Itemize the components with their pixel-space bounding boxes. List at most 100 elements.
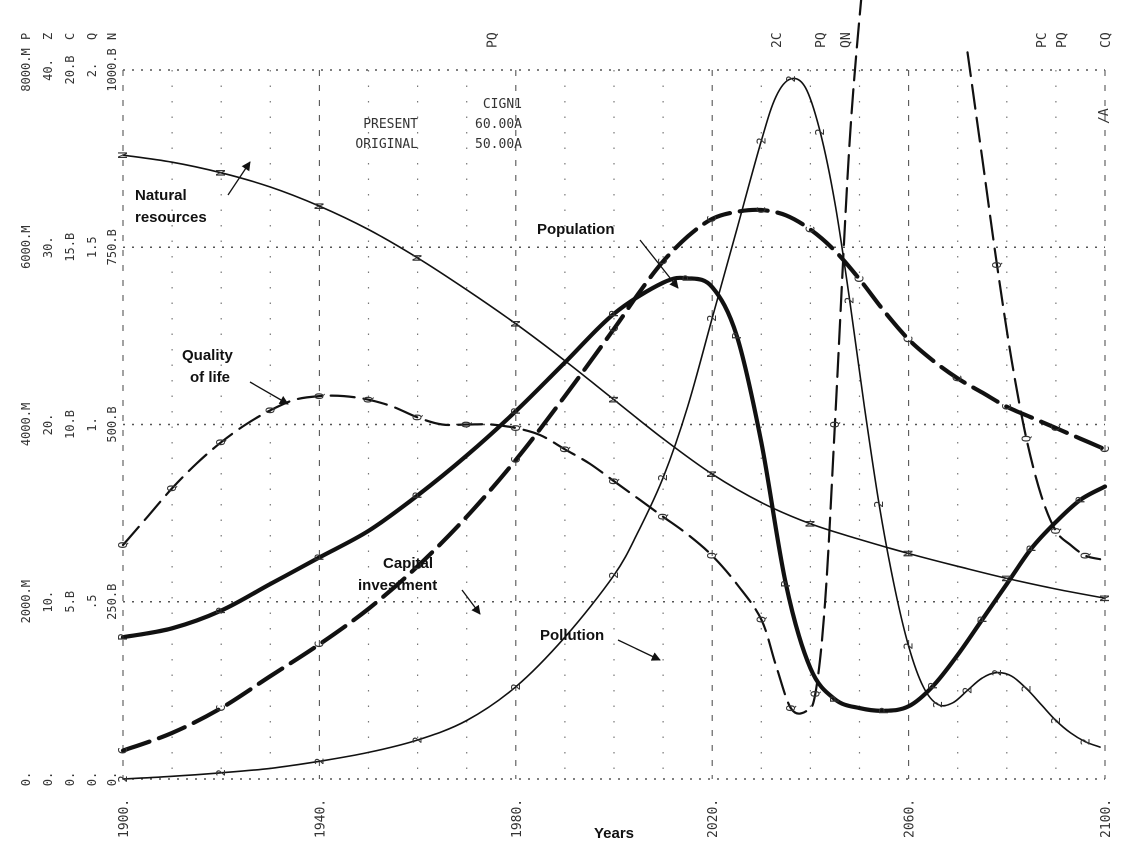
x-tick-label: 2020. <box>706 799 721 838</box>
series-point-marker: P <box>681 275 695 282</box>
y-tick-label: 1. <box>85 417 99 431</box>
annotation-capital-investment-line2: investment <box>358 577 437 594</box>
series-point-marker: N <box>803 520 817 527</box>
series-point-marker: Q <box>460 421 474 428</box>
y-tick-label: 20.B <box>63 56 77 85</box>
annotation-quality-of-life-arrow <box>249 381 289 405</box>
y-axis-unit-label: Q <box>85 33 99 40</box>
y-tick-label: 0. <box>19 772 33 786</box>
y-axis-unit-label: N <box>105 33 119 40</box>
series-point-marker: 2 <box>509 683 523 690</box>
annotation-population: Population <box>537 221 679 289</box>
y-tick-label: 30. <box>41 236 55 258</box>
series-point-marker: 2 <box>411 736 425 743</box>
series-point-marker: N <box>1098 595 1112 602</box>
series-point-marker: C <box>902 336 916 343</box>
series-point-marker: Q <box>784 704 798 711</box>
series-point-marker: P <box>975 616 989 623</box>
series-point-marker: C <box>853 276 867 283</box>
series-point-marker: 2 <box>961 687 975 694</box>
series-point-marker: P <box>926 682 940 689</box>
y-tick-label: 1.5 <box>85 236 99 258</box>
y-tick-label: 8000.M <box>19 48 33 91</box>
series-point-marker: Q <box>558 446 572 453</box>
top-marker: QN <box>839 32 854 48</box>
series-point-marker: C <box>607 325 621 332</box>
y-axis-ticks: 0. 2000.M 4000.M 6000.M 8000.M P 0. 10. 20. 30. 40… <box>19 33 119 786</box>
y-tick-label: 40. <box>41 59 55 81</box>
annotation-natural-resources-arrow <box>227 161 251 196</box>
annotation-quality-of-life-line1: Quality <box>182 347 234 364</box>
series-point-marker: 2 <box>813 128 827 135</box>
series-point-marker: C <box>1098 446 1112 453</box>
series-point-marker: N <box>509 320 523 327</box>
series-point-marker: Q <box>607 478 621 485</box>
series-point-marker: P <box>730 332 744 339</box>
y-tick-label: .5 <box>85 595 99 609</box>
series-markers: P P P P P P P P P P P P P P P N N N N N N N N N N N Q Q Q Q Q Q Q Q Q Q Q Q Q Q… <box>116 75 1112 782</box>
series-point-marker: P <box>1073 496 1087 503</box>
series-point-marker: P <box>116 634 130 641</box>
legend-present-value: 60.00A <box>475 117 522 132</box>
x-tick-label: 2060. <box>903 799 918 838</box>
series-point-marker: P <box>779 580 793 587</box>
series-point-marker: C <box>116 747 130 754</box>
series-point-marker: C <box>754 206 768 213</box>
series-point-marker: Q <box>312 393 326 400</box>
y-axis-unit-label: P <box>19 33 33 40</box>
annotation-capital-investment: Capital investment <box>358 555 481 615</box>
series-point-marker: P <box>312 554 326 561</box>
y-tick-label: 0. <box>63 772 77 786</box>
series-point-marker: Q <box>1049 527 1063 534</box>
series-point-marker: P <box>411 492 425 499</box>
annotation-pollution-arrow <box>617 639 661 661</box>
legend-box: CIGN1 PRESENT 60.00A ORIGINAL 50.00A <box>355 97 522 152</box>
series-point-marker: C <box>1049 424 1063 431</box>
series-point-marker: N <box>116 151 130 158</box>
legend-original-value: 50.00A <box>475 137 522 152</box>
series-point-marker: 2 <box>656 474 670 481</box>
series-point-marker: 2 <box>214 769 228 776</box>
series-point-marker: P <box>607 310 621 317</box>
annotation-quality-of-life-line2: of life <box>190 369 230 386</box>
series-point-marker: P <box>214 607 228 614</box>
x-tick-label: 1940. <box>313 799 328 838</box>
series-line-pollution <box>122 77 1101 780</box>
series-point-marker: Q <box>705 552 719 559</box>
y-tick-label: 500.B <box>105 406 119 442</box>
annotation-pollution-text: Pollution <box>540 627 604 644</box>
series-point-marker: 2 <box>705 315 719 322</box>
series-line-capital-investment <box>120 207 1108 753</box>
series-point-marker: N <box>411 254 425 261</box>
top-marker: PC <box>1035 32 1050 48</box>
grid <box>122 69 1106 780</box>
y-axis-unit-label: Z <box>41 33 55 40</box>
series-point-marker: N <box>214 169 228 176</box>
series-point-marker: C <box>509 456 523 463</box>
series-point-marker: Q <box>214 439 228 446</box>
series-point-marker: C <box>411 563 425 570</box>
series-point-marker: Q <box>509 424 523 431</box>
y-tick-label: 0. <box>105 772 119 786</box>
legend-code: CIGN1 <box>483 97 522 112</box>
series-point-marker: 2 <box>754 137 768 144</box>
series-point-marker: Q <box>411 414 425 421</box>
series-lines <box>120 0 1108 780</box>
series-point-marker: N <box>607 396 621 403</box>
series-point-marker: P <box>828 696 842 703</box>
series-point-marker: Q <box>362 396 376 403</box>
annotation-population-arrow <box>639 239 679 289</box>
y-tick-label: 10. <box>41 591 55 613</box>
series-line-natural-resources <box>122 154 1106 599</box>
series-point-marker: C <box>656 258 670 265</box>
series-point-marker: C <box>1000 403 1014 410</box>
top-marker: 2C <box>770 32 785 48</box>
y-tick-label: 4000.M <box>19 403 33 446</box>
y-tick-label: 5.B <box>63 591 77 613</box>
y-axis-unit-label: C <box>63 33 77 40</box>
annotation-quality-of-life: Quality of life <box>182 347 289 405</box>
y-tick-label: 1000.B <box>105 48 119 91</box>
y-tick-label: 6000.M <box>19 226 33 269</box>
annotation-natural-resources-line1: Natural <box>135 187 187 204</box>
